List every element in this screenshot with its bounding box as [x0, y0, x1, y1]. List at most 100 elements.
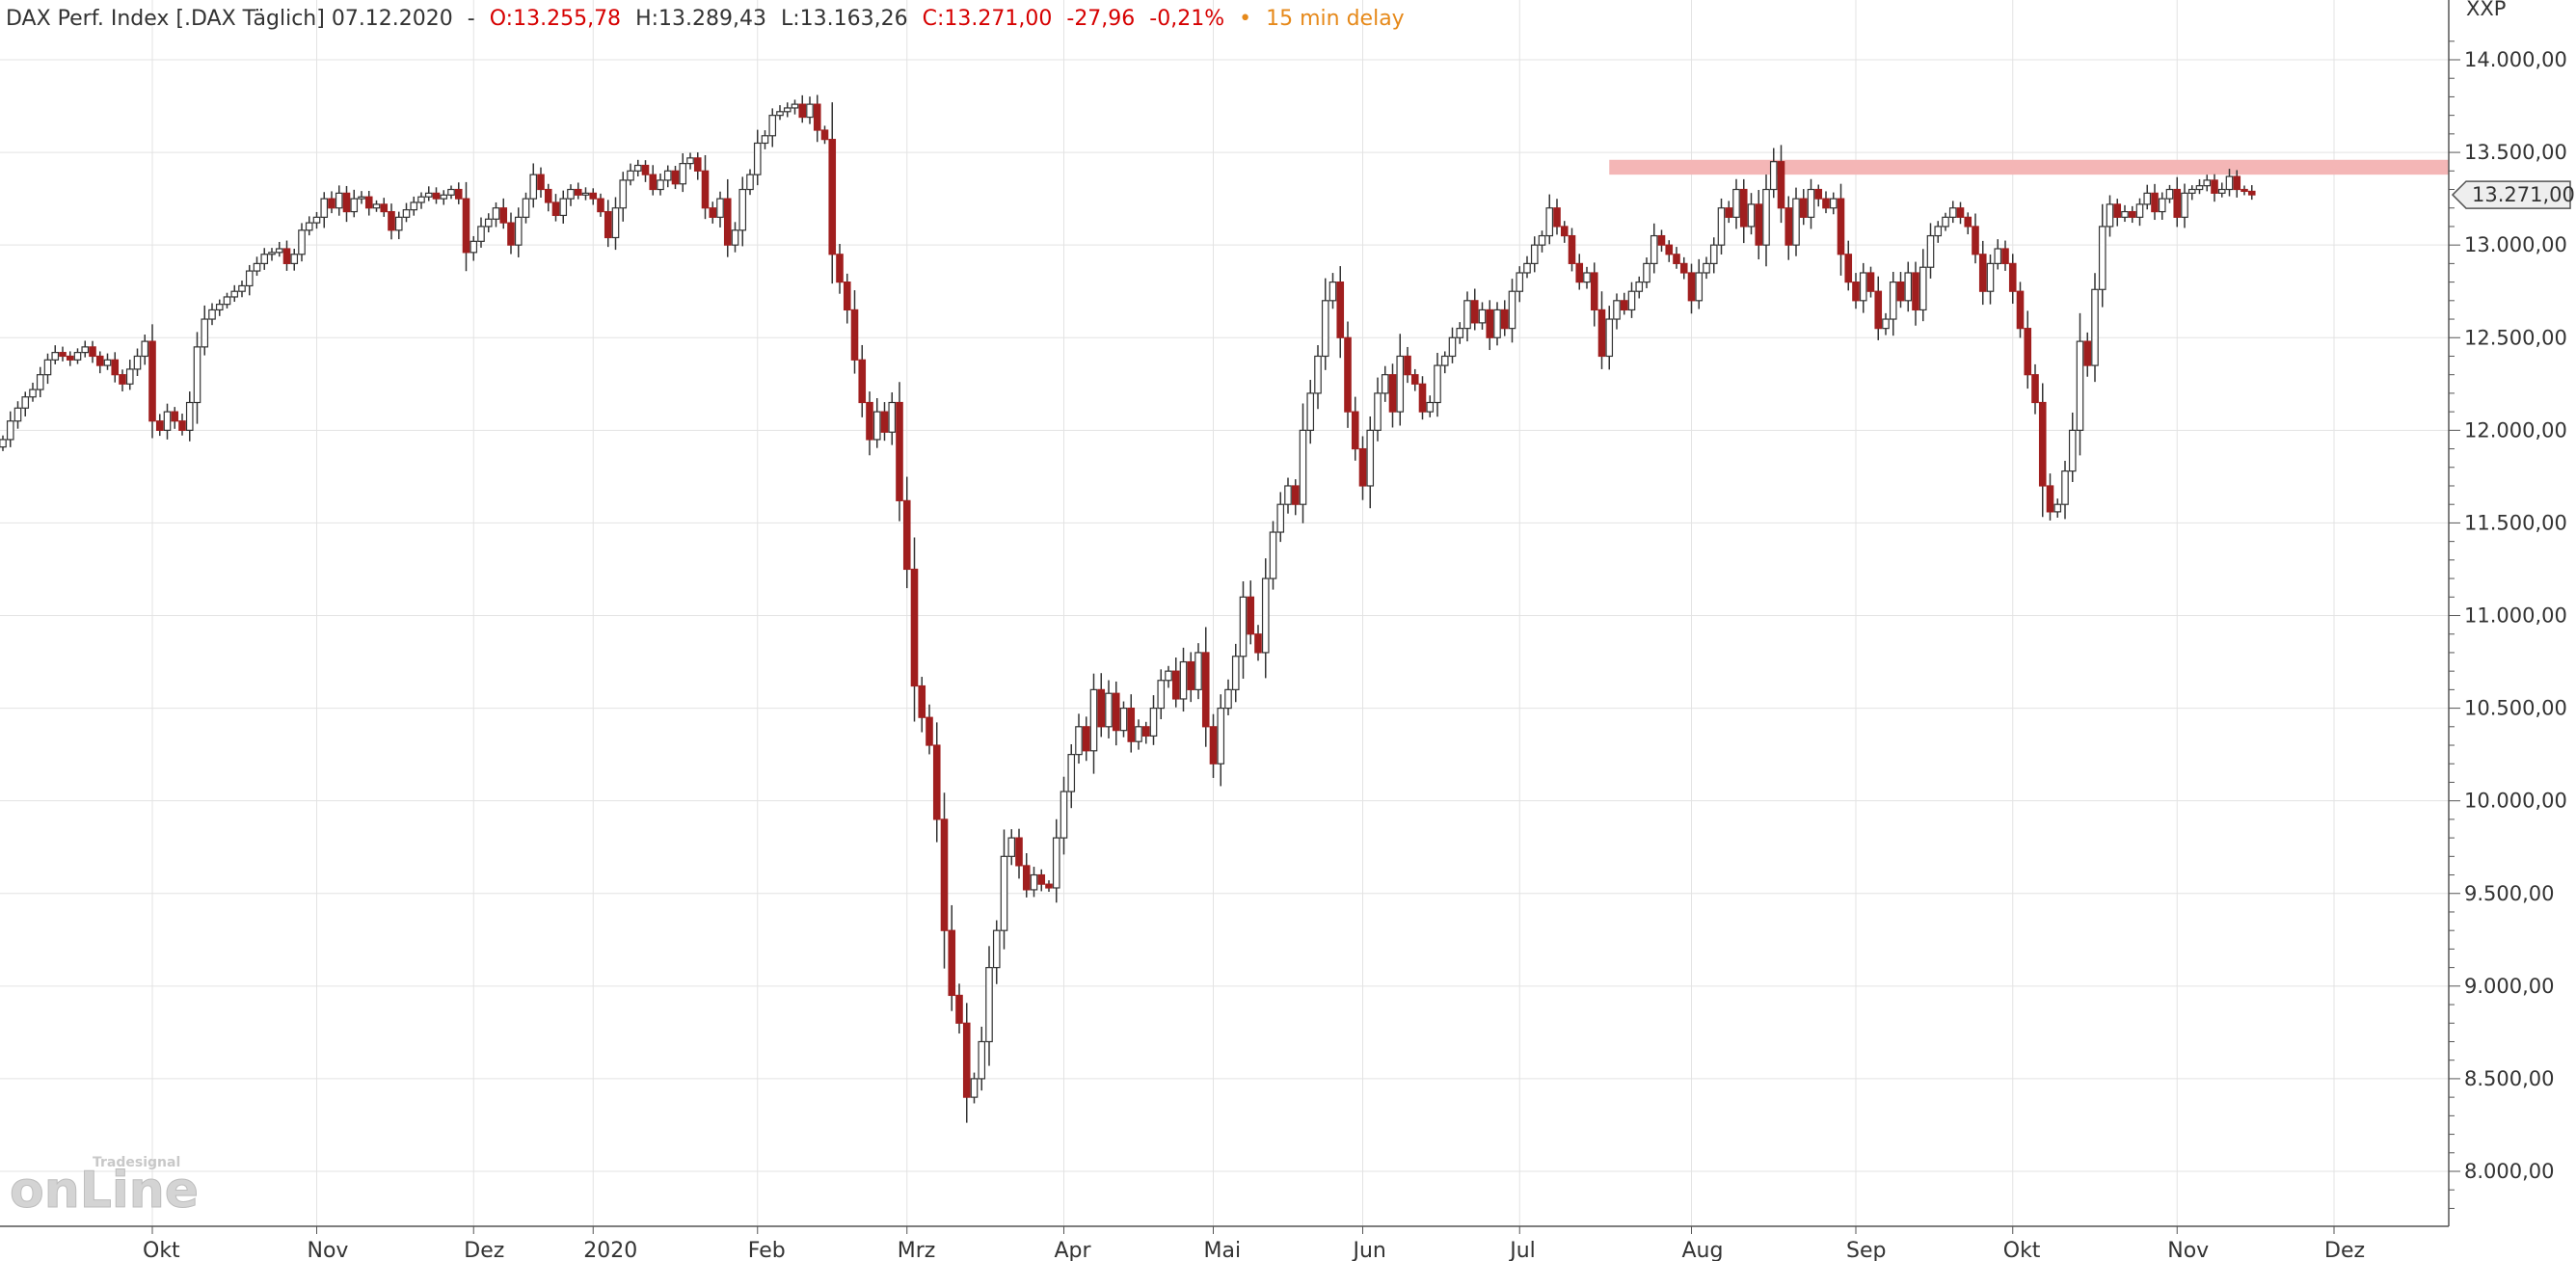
candle-body-up: [2076, 340, 2084, 431]
candle-body-down: [1486, 309, 1494, 338]
candle: [2121, 204, 2129, 223]
candle: [185, 391, 194, 442]
candle-body-down: [148, 340, 156, 422]
candle: [1358, 436, 1367, 500]
candle-body-down: [1209, 726, 1218, 765]
candle: [1837, 183, 1845, 276]
candle: [1889, 271, 1897, 336]
x-tick-label: Mai: [1204, 1239, 1242, 1261]
candle-body-up: [215, 304, 224, 311]
candle: [1919, 249, 1927, 322]
candle-body-up: [1306, 392, 1315, 431]
candle-body-down: [2024, 328, 2032, 376]
candle-body-up: [1516, 272, 1524, 292]
candle: [850, 290, 859, 374]
candle-body-up: [1919, 266, 1927, 311]
candle: [1141, 721, 1150, 744]
candle: [798, 94, 807, 123]
candle: [806, 96, 814, 124]
candle: [29, 382, 37, 402]
candle-body-down: [641, 164, 650, 175]
candle-body-down: [388, 210, 395, 231]
candle: [1516, 266, 1524, 303]
candle: [1179, 647, 1188, 712]
candle-body-down: [1344, 336, 1352, 413]
candle-body-down: [1964, 216, 1972, 228]
candles: [0, 94, 2256, 1123]
candle: [1986, 254, 1995, 305]
candle: [2143, 184, 2152, 210]
candle-body-up: [290, 254, 299, 264]
candle: [1747, 193, 1756, 235]
candle-body-up: [1321, 300, 1329, 358]
candle-body-up: [2135, 203, 2144, 218]
candle: [529, 163, 538, 208]
y-tick-label: 8.500,00: [2464, 1067, 2555, 1090]
candle: [312, 211, 321, 229]
candle: [193, 332, 201, 424]
candle: [125, 360, 134, 390]
candle: [1560, 221, 1569, 243]
candle: [1381, 365, 1389, 402]
candle: [66, 351, 74, 366]
candle: [709, 201, 717, 224]
candle-body-down: [1679, 262, 1688, 274]
candle: [1374, 377, 1382, 442]
candle: [1709, 237, 1718, 274]
candle: [559, 190, 568, 224]
candle-body-up: [492, 207, 500, 220]
candle-body-down: [1725, 207, 1733, 218]
candle-body-down: [66, 355, 74, 361]
candle: [388, 203, 395, 240]
candle-body-up: [1217, 707, 1225, 765]
candle: [1643, 257, 1650, 288]
candle-body-down: [1837, 198, 1845, 255]
candle: [1508, 279, 1516, 343]
candle: [2031, 363, 2039, 415]
candle: [282, 240, 291, 271]
header-separator: -: [468, 7, 475, 31]
candle: [992, 920, 1001, 984]
candle-body-down: [1852, 282, 1860, 302]
candle-body-down: [574, 188, 582, 196]
candle: [342, 185, 351, 223]
candle-body-down: [2241, 188, 2248, 193]
candle: [2068, 412, 2077, 482]
candle: [693, 152, 702, 180]
candle: [537, 167, 545, 198]
candle: [6, 411, 14, 447]
candle-body-up: [1635, 282, 1644, 292]
candle-body-down: [507, 222, 515, 246]
candle-body-up: [1194, 652, 1202, 690]
candle-body-up: [679, 163, 687, 185]
candle: [454, 182, 463, 204]
candle-body-up: [208, 309, 216, 320]
candle: [2211, 174, 2218, 202]
candle: [2008, 254, 2017, 304]
candle-body-down: [1814, 188, 1823, 200]
candle: [21, 391, 30, 416]
candle: [872, 397, 881, 448]
candle: [440, 190, 448, 205]
candle-body-down: [2151, 192, 2159, 213]
instrument-title: DAX Perf. Index [.DAX Täglich] 07.12.202…: [6, 7, 453, 31]
candle-body-down: [342, 192, 351, 213]
candle-body-down: [1037, 873, 1046, 885]
candle: [1500, 300, 1509, 336]
candle-body-down: [723, 198, 732, 246]
candle: [1201, 627, 1210, 747]
candle: [103, 353, 112, 370]
candle: [1695, 258, 1704, 309]
candle: [230, 284, 239, 303]
candle-body-up: [133, 355, 142, 370]
candle-body-down: [589, 192, 598, 200]
candle: [1045, 880, 1053, 893]
candle-body-down: [1553, 207, 1561, 228]
candle-body-up: [201, 318, 209, 348]
candle-body-up: [1149, 707, 1158, 738]
x-tick-label: Dez: [464, 1239, 504, 1261]
candle: [499, 198, 508, 229]
candle-body-down: [2046, 485, 2054, 513]
candle-body-down: [2001, 248, 2009, 264]
